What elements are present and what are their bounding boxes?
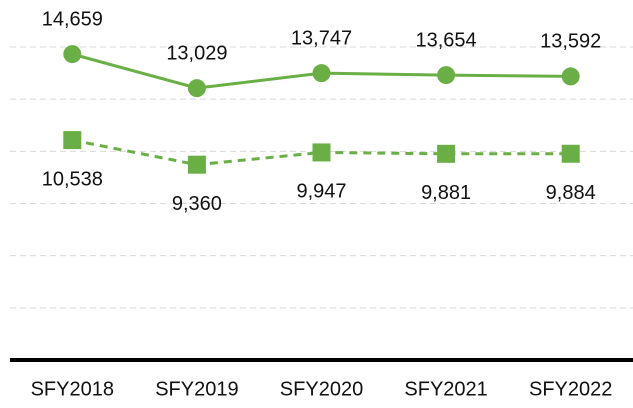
data-label: 13,592 xyxy=(540,31,601,53)
x-tick-label: SFY2021 xyxy=(404,378,487,400)
marker xyxy=(187,79,206,98)
marker xyxy=(312,64,331,83)
data-label: 14,659 xyxy=(42,8,103,30)
x-tick-label: SFY2020 xyxy=(280,378,363,400)
data-label: 9,947 xyxy=(296,181,346,203)
data-label: 13,747 xyxy=(291,27,352,49)
data-label: 9,881 xyxy=(421,182,471,204)
marker xyxy=(63,131,82,150)
x-tick-label: SFY2022 xyxy=(529,378,612,400)
x-tick-label: SFY2019 xyxy=(155,378,238,400)
data-label: 13,654 xyxy=(416,29,477,51)
data-label: 9,884 xyxy=(546,182,596,204)
marker xyxy=(312,143,331,162)
data-label: 10,538 xyxy=(42,168,103,190)
marker xyxy=(437,144,456,163)
data-label: 9,360 xyxy=(172,193,222,215)
x-tick-label: SFY2018 xyxy=(31,378,114,400)
marker xyxy=(561,67,580,86)
marker xyxy=(561,144,580,163)
data-label: 13,029 xyxy=(166,42,227,64)
marker xyxy=(437,66,456,85)
marker xyxy=(63,45,82,64)
marker xyxy=(187,155,206,174)
